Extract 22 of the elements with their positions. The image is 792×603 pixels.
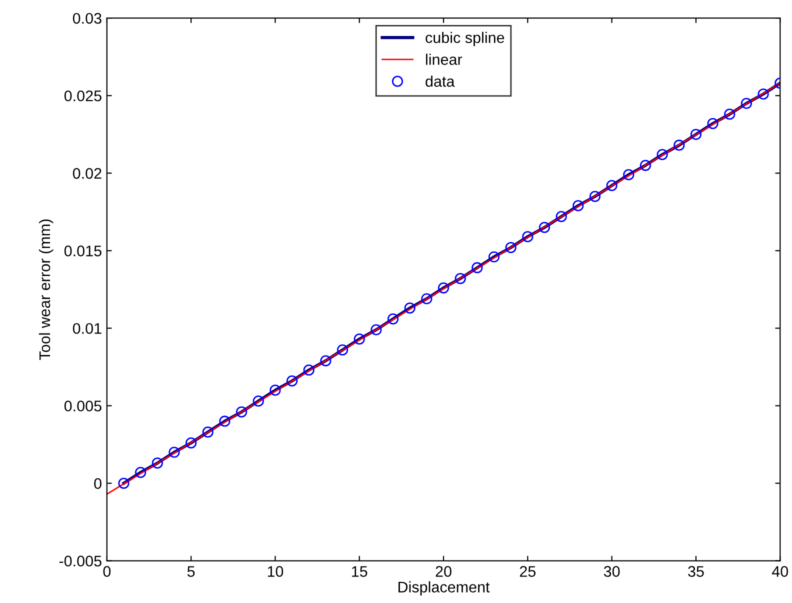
y-tick-label: 0.025 bbox=[64, 90, 102, 102]
y-tick-label: 0.03 bbox=[72, 12, 102, 24]
legend-label: data bbox=[426, 76, 455, 87]
x-tick-label: 0 bbox=[103, 566, 111, 577]
x-tick-label: 20 bbox=[436, 566, 452, 577]
x-tick-label: 5 bbox=[187, 566, 195, 577]
y-tick-label: -0.005 bbox=[59, 556, 102, 566]
y-axis-title: Tool wear error (mm) bbox=[38, 220, 54, 360]
x-tick-label: 15 bbox=[352, 566, 368, 577]
x-tick-label: 10 bbox=[268, 566, 284, 577]
legend-label: cubic spline bbox=[426, 32, 504, 46]
y-tick-label: 0.01 bbox=[72, 323, 102, 334]
legend-label: linear bbox=[426, 54, 462, 65]
x-axis-title: Displacement bbox=[398, 581, 490, 596]
x-tick-label: 25 bbox=[520, 566, 536, 577]
y-tick-label: 0.02 bbox=[72, 168, 102, 179]
x-tick-label: 35 bbox=[688, 566, 704, 577]
x-tick-label: 40 bbox=[772, 566, 788, 577]
x-tick-label: 30 bbox=[604, 566, 620, 577]
y-tick-label: 0 bbox=[94, 478, 102, 489]
y-tick-label: 0.005 bbox=[64, 400, 102, 412]
y-tick-label: 0.015 bbox=[64, 246, 102, 256]
